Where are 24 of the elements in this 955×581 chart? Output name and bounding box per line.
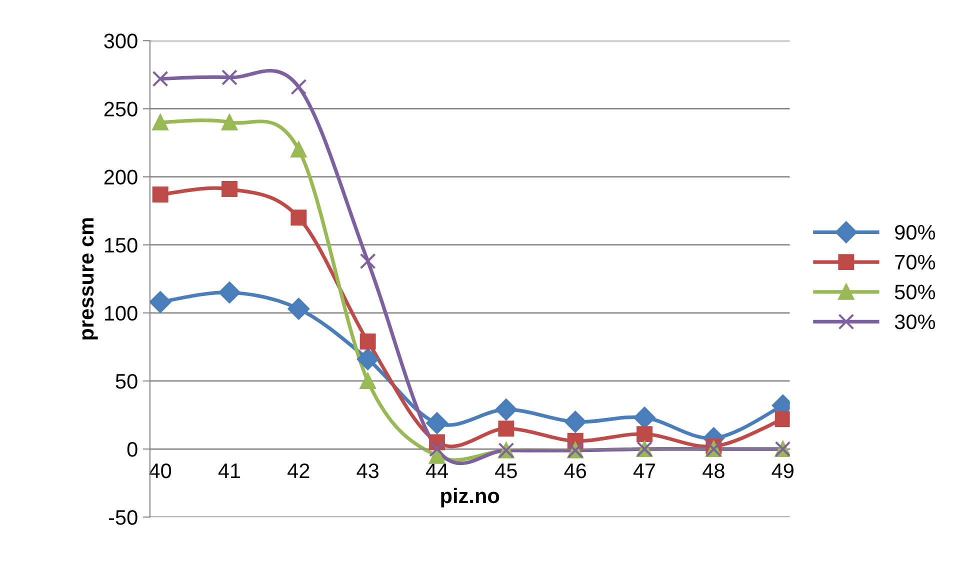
y-axis-title: pressure cm (82, 218, 98, 340)
x-tick-label: 47 (633, 464, 656, 478)
x-tick-label: 45 (495, 464, 517, 478)
x-tick-label: 46 (564, 463, 586, 478)
y-tick-label: 250 (104, 102, 138, 116)
legend-label: 70% (895, 254, 936, 270)
x-tick-label: 49 (772, 463, 794, 478)
legend-label: 30% (894, 314, 936, 330)
legend-label: 50% (894, 284, 936, 300)
y-tick-label: 300 (104, 34, 138, 48)
x-tick-label: 43 (356, 463, 378, 478)
x-tick-label: 42 (288, 463, 310, 478)
x-axis-title: piz.no (441, 488, 500, 508)
y-tick-label: -50 (108, 510, 138, 525)
y-tick-label: 50 (116, 374, 138, 389)
x-tick-label: 48 (702, 463, 724, 478)
y-tick-label: 100 (104, 306, 138, 321)
y-tick-label: 0 (127, 442, 138, 457)
y-tick-label: 150 (104, 238, 138, 253)
y-tick-label: 200 (104, 170, 138, 185)
legend-label: 90% (895, 224, 936, 240)
x-tick-label: 41 (218, 464, 240, 478)
x-tick-label: 40 (149, 463, 172, 478)
x-tick-label: 44 (426, 464, 448, 478)
